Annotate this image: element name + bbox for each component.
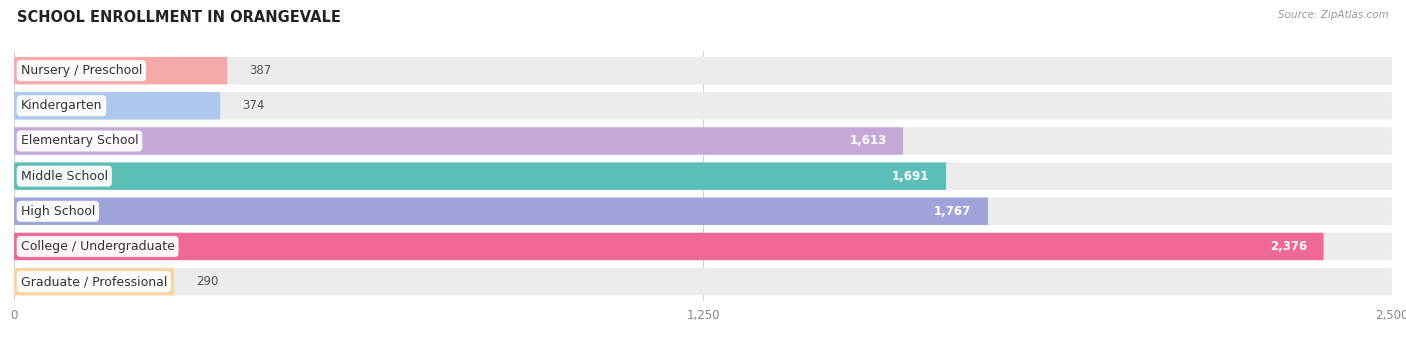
Text: 1,767: 1,767 xyxy=(934,205,972,218)
FancyBboxPatch shape xyxy=(14,92,221,119)
FancyBboxPatch shape xyxy=(14,198,1392,225)
Text: Source: ZipAtlas.com: Source: ZipAtlas.com xyxy=(1278,10,1389,20)
FancyBboxPatch shape xyxy=(14,127,1392,155)
Text: Kindergarten: Kindergarten xyxy=(21,99,103,112)
FancyBboxPatch shape xyxy=(14,57,228,84)
FancyBboxPatch shape xyxy=(14,57,1392,84)
FancyBboxPatch shape xyxy=(14,162,1392,190)
Text: SCHOOL ENROLLMENT IN ORANGEVALE: SCHOOL ENROLLMENT IN ORANGEVALE xyxy=(17,10,340,25)
FancyBboxPatch shape xyxy=(14,268,174,295)
Text: 1,613: 1,613 xyxy=(849,134,887,147)
Text: 2,376: 2,376 xyxy=(1270,240,1308,253)
Text: 1,691: 1,691 xyxy=(893,170,929,183)
Text: Elementary School: Elementary School xyxy=(21,134,138,147)
Text: 290: 290 xyxy=(195,275,218,288)
Text: College / Undergraduate: College / Undergraduate xyxy=(21,240,174,253)
Text: 387: 387 xyxy=(249,64,271,77)
FancyBboxPatch shape xyxy=(14,127,903,155)
FancyBboxPatch shape xyxy=(14,162,946,190)
Text: Middle School: Middle School xyxy=(21,170,108,183)
Text: High School: High School xyxy=(21,205,96,218)
FancyBboxPatch shape xyxy=(14,268,1392,295)
FancyBboxPatch shape xyxy=(14,92,1392,119)
Text: 374: 374 xyxy=(242,99,264,112)
FancyBboxPatch shape xyxy=(14,198,988,225)
Text: Nursery / Preschool: Nursery / Preschool xyxy=(21,64,142,77)
FancyBboxPatch shape xyxy=(14,233,1392,260)
FancyBboxPatch shape xyxy=(14,233,1323,260)
Text: Graduate / Professional: Graduate / Professional xyxy=(21,275,167,288)
